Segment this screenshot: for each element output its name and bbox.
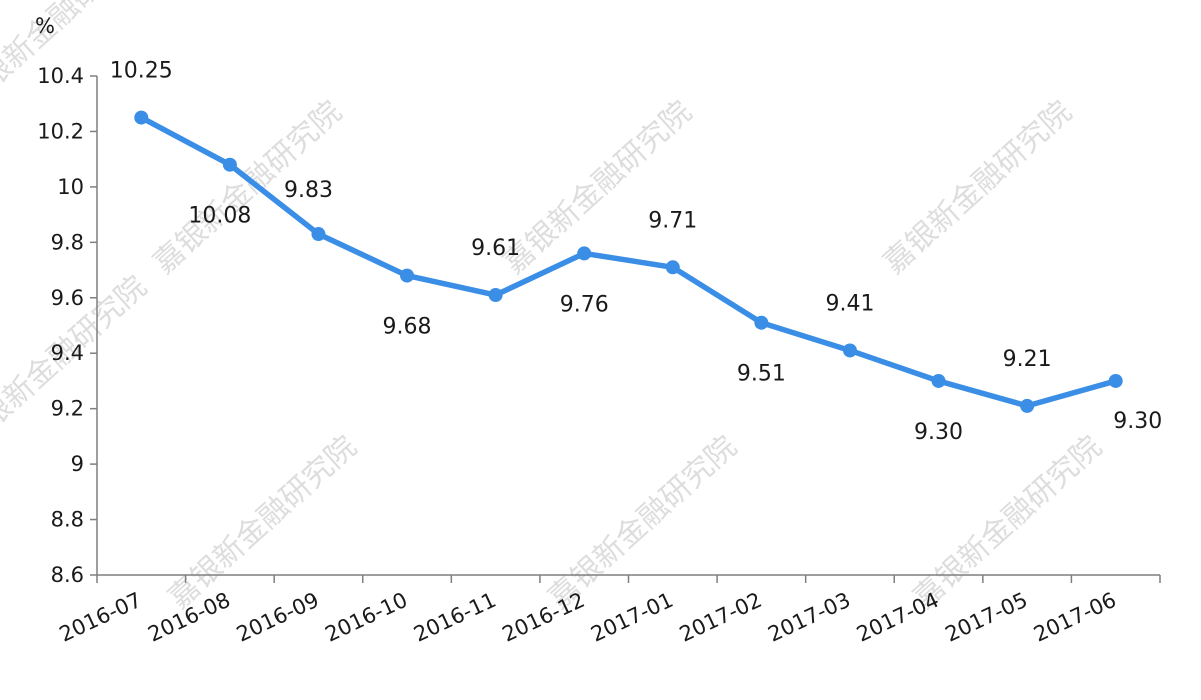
data-label: 9.30 [914,420,963,445]
data-point [842,343,857,358]
data-point [222,157,237,172]
y-tick-label: 9 [71,452,84,476]
watermark-text: 嘉银新金融研究院 [162,429,364,616]
data-point [488,288,503,303]
data-point [311,227,326,242]
data-label: 9.21 [1003,347,1052,372]
data-label: 9.83 [284,178,333,203]
watermark-text: 嘉银新金融研究院 [542,429,744,616]
data-label: 9.61 [471,236,520,261]
watermark-text: 嘉银新金融研究院 [907,429,1109,616]
y-tick-label: 8.8 [51,508,84,532]
data-point [665,260,680,275]
x-tick-label: 2016-10 [321,588,411,647]
series-line [138,114,1119,409]
x-tick-label: 2017-02 [676,588,766,647]
y-axis-unit-label: % [35,14,55,38]
y-axis-ticks: 8.6 8.8 9 9.2 9.4 9.6 9.8 10 10.2 10.4 [37,64,97,587]
data-label: 9.51 [737,362,786,387]
series-layer [134,110,1123,413]
y-tick-label: 9.2 [51,397,84,421]
data-label: 10.25 [110,59,173,84]
data-label: 9.76 [560,292,609,317]
x-tick-label: 2017-06 [1030,588,1120,647]
data-label: 10.08 [188,204,251,229]
x-tick-label: 2017-03 [764,588,854,647]
x-tick-label: 2017-04 [853,588,943,647]
y-tick-label: 10 [57,175,84,199]
data-point [754,315,769,330]
data-point [931,373,946,388]
y-tick-label: 10.4 [37,64,84,88]
y-tick-label: 10.2 [37,119,84,143]
data-labels: 10.25 10.08 9.83 9.68 9.61 9.76 9.71 9.51 9.41 9.… [110,59,1162,445]
data-label: 9.41 [825,291,874,316]
y-tick-label: 8.6 [51,563,84,587]
data-label: 9.30 [1113,409,1162,434]
watermark-text: 嘉银新金融研究院 [877,94,1079,281]
x-tick-label: 2017-01 [587,588,677,647]
data-label: 9.71 [648,208,697,233]
x-tick-label: 2016-07 [56,588,146,647]
x-tick-label: 2016-11 [410,588,500,647]
y-tick-label: 9.6 [51,286,84,310]
x-tick-label: 2016-12 [499,588,589,647]
y-tick-label: 9.8 [51,230,84,254]
data-label: 9.68 [383,315,432,340]
y-tick-label: 9.4 [51,341,84,365]
x-tick-label: 2016-09 [233,588,323,647]
data-point [577,246,592,261]
data-point [1108,373,1123,388]
x-tick-label: 2017-05 [942,588,1032,647]
x-axis-ticks: 2016-072016-082016-092016-102016-112016-… [56,575,1161,647]
data-point [400,268,415,283]
data-point [134,110,149,125]
data-point [1020,398,1035,413]
